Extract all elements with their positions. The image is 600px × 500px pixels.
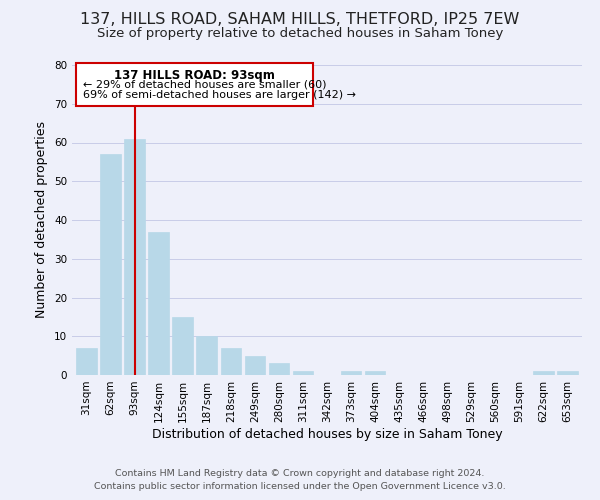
Bar — [100, 154, 121, 375]
FancyBboxPatch shape — [76, 63, 313, 106]
Bar — [148, 232, 169, 375]
X-axis label: Distribution of detached houses by size in Saham Toney: Distribution of detached houses by size … — [152, 428, 502, 440]
Text: 137 HILLS ROAD: 93sqm: 137 HILLS ROAD: 93sqm — [113, 69, 275, 82]
Bar — [124, 138, 145, 375]
Text: 137, HILLS ROAD, SAHAM HILLS, THETFORD, IP25 7EW: 137, HILLS ROAD, SAHAM HILLS, THETFORD, … — [80, 12, 520, 28]
Bar — [533, 371, 554, 375]
Bar — [293, 371, 313, 375]
Text: Contains public sector information licensed under the Open Government Licence v3: Contains public sector information licen… — [94, 482, 506, 491]
Bar — [365, 371, 385, 375]
Bar — [172, 317, 193, 375]
Text: Size of property relative to detached houses in Saham Toney: Size of property relative to detached ho… — [97, 28, 503, 40]
Text: 69% of semi-detached houses are larger (142) →: 69% of semi-detached houses are larger (… — [83, 90, 356, 100]
Y-axis label: Number of detached properties: Number of detached properties — [35, 122, 49, 318]
Bar — [221, 348, 241, 375]
Bar — [269, 364, 289, 375]
Bar — [76, 348, 97, 375]
Bar — [245, 356, 265, 375]
Text: ← 29% of detached houses are smaller (60): ← 29% of detached houses are smaller (60… — [83, 80, 326, 90]
Text: Contains HM Land Registry data © Crown copyright and database right 2024.: Contains HM Land Registry data © Crown c… — [115, 468, 485, 477]
Bar — [557, 371, 578, 375]
Bar — [341, 371, 361, 375]
Bar — [196, 336, 217, 375]
